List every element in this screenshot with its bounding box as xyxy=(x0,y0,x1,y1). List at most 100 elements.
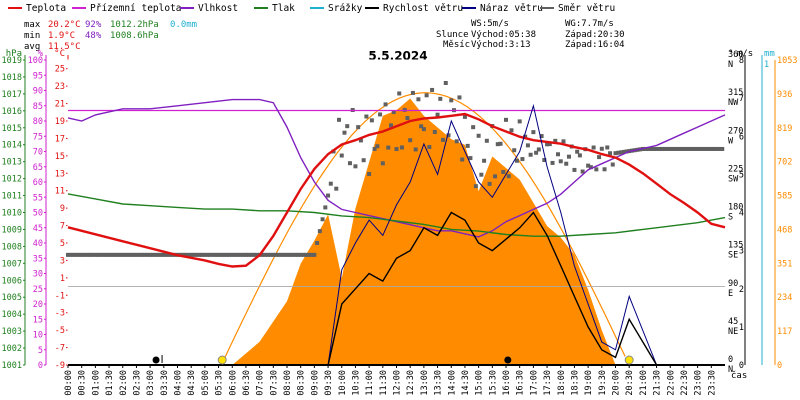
legend-label: Směr větru xyxy=(558,3,615,14)
wind-direction-point xyxy=(153,252,158,257)
axis-tick-label: 0 xyxy=(728,355,733,365)
wind-direction-point xyxy=(670,146,675,151)
x-tick-label: 02:30 xyxy=(132,370,142,396)
axis-tick-label: 100 xyxy=(28,56,43,66)
stat-press: 1008.6hPa xyxy=(110,31,159,41)
time-axis: 00:00 00:30 01:00 01:30 02:00 02:30 03:00 03:30… xyxy=(64,365,747,396)
wind-direction-point xyxy=(254,252,259,257)
wind-direction-point xyxy=(692,146,697,151)
wind-direction-point xyxy=(610,162,615,167)
wind-direction-point xyxy=(317,229,322,234)
wind-direction-point xyxy=(260,252,265,257)
wind-direction-point xyxy=(180,252,185,257)
axis-tick-label: 45 xyxy=(33,224,43,234)
wind-direction-point xyxy=(473,184,478,189)
stat-rain: 0.0mm xyxy=(170,20,197,30)
wind-direction-point xyxy=(279,252,284,257)
stat-press: 1012.2hPa xyxy=(110,20,159,30)
axis-tick-label: W xyxy=(728,136,734,146)
wind-direction-point xyxy=(295,252,300,257)
wind-direction-point xyxy=(271,252,276,257)
wind-direction-point xyxy=(506,174,511,179)
axis-tick-label: 0 xyxy=(38,361,43,371)
axis-tick-label: 1018 xyxy=(2,73,22,83)
wind-direction-point xyxy=(703,146,708,151)
wind-direction-point xyxy=(235,252,240,257)
x-axis-unit: čas xyxy=(731,370,747,381)
wind-direction-point xyxy=(301,252,306,257)
wind-direction-point xyxy=(112,252,117,257)
x-tick-label: 20:30 xyxy=(625,370,635,396)
wind-direction-point xyxy=(232,252,237,257)
wind-direction-point xyxy=(602,167,607,172)
wind-direction-point xyxy=(145,252,150,257)
moonrise: Východ:3:13 xyxy=(471,40,531,50)
series-wind-speed xyxy=(68,211,658,366)
wind-direction-point xyxy=(441,137,446,142)
x-tick-label: 23:30 xyxy=(707,370,717,396)
legend-item: Vlhkost xyxy=(180,3,238,14)
x-tick-label: 05:30 xyxy=(215,370,225,396)
wind-direction-point xyxy=(361,158,366,163)
x-tick-label: 01:00 xyxy=(91,370,101,396)
wind-direction-point xyxy=(315,241,320,245)
wind-direction-point xyxy=(367,171,372,176)
axis-tick-label: 360 xyxy=(728,50,743,60)
wind-direction-point xyxy=(265,252,270,257)
axis-tick-label: 1002 xyxy=(2,344,22,354)
axis-tick-label: 11 xyxy=(55,187,65,197)
axis-tick-label: 95 xyxy=(33,71,43,81)
wind-direction-point xyxy=(186,252,191,257)
x-tick-label: 10:30 xyxy=(351,370,361,396)
wind-direction-point xyxy=(460,157,465,162)
wind-direction-point xyxy=(202,252,207,257)
left-axes: hPa1001100210031004100510061007100810091… xyxy=(2,49,69,371)
wind-direction-point xyxy=(413,147,418,152)
x-tick-label: 04:30 xyxy=(187,370,197,396)
wind-direction-point xyxy=(402,107,407,112)
wind-direction-point xyxy=(208,252,213,257)
wind-direction-point xyxy=(137,252,142,257)
wind-direction-point xyxy=(608,151,613,156)
wind-direction-point xyxy=(383,102,388,107)
x-tick-label: 03:00 xyxy=(146,370,156,396)
axis-tick-label: 234 xyxy=(777,293,792,303)
stat-temp: 20.2°C xyxy=(48,20,81,30)
axis-tick-label: 40 xyxy=(33,239,43,249)
axis-tick-label: 19 xyxy=(55,117,65,127)
wind-direction-point xyxy=(183,252,188,257)
axis-tick-label: 1004 xyxy=(2,310,22,320)
axis-tick-label: NE xyxy=(728,327,738,337)
axis-tick-label: E xyxy=(728,289,733,299)
legend-label: Vlhkost xyxy=(198,3,238,14)
axis-tick-label: 0 xyxy=(777,361,782,371)
wind-direction-point xyxy=(701,146,706,151)
legend-item: Náraz větru xyxy=(462,3,543,14)
x-tick-label: 00:30 xyxy=(78,370,88,396)
wind-direction-point xyxy=(427,145,432,150)
x-tick-label: 06:00 xyxy=(228,370,238,396)
axis-tick-label: 25 xyxy=(55,65,65,75)
wind-direction-point xyxy=(668,146,673,151)
axis-tick-label: 1019 xyxy=(2,56,22,66)
legend-item: Srážky xyxy=(310,3,363,14)
axis-tick-label: 55 xyxy=(33,193,43,203)
axis-tick-label: 35 xyxy=(33,254,43,264)
wind-direction-point xyxy=(200,252,205,257)
wind-direction-point xyxy=(241,252,246,257)
x-tick-label: 11:30 xyxy=(379,370,389,396)
series-wind-gust xyxy=(68,103,658,366)
wind-direction-point xyxy=(148,252,153,257)
wind-direction-point xyxy=(334,186,339,191)
x-tick-label: 14:00 xyxy=(447,370,457,396)
wind-direction-point xyxy=(454,139,459,144)
pressure-axis: hPa 1001 1002 1003 1004 1005 1006 1007 1008 1009 1… xyxy=(2,49,26,371)
x-tick-label: 00:00 xyxy=(64,370,74,396)
axis-tick-label: 9 xyxy=(60,204,65,214)
axis-tick-label: N xyxy=(728,60,733,70)
wind-direction-point xyxy=(156,252,161,257)
axis-tick-label: 135 xyxy=(728,241,743,251)
legend-item: Tlak xyxy=(254,3,295,14)
wind-direction-point xyxy=(298,252,303,257)
